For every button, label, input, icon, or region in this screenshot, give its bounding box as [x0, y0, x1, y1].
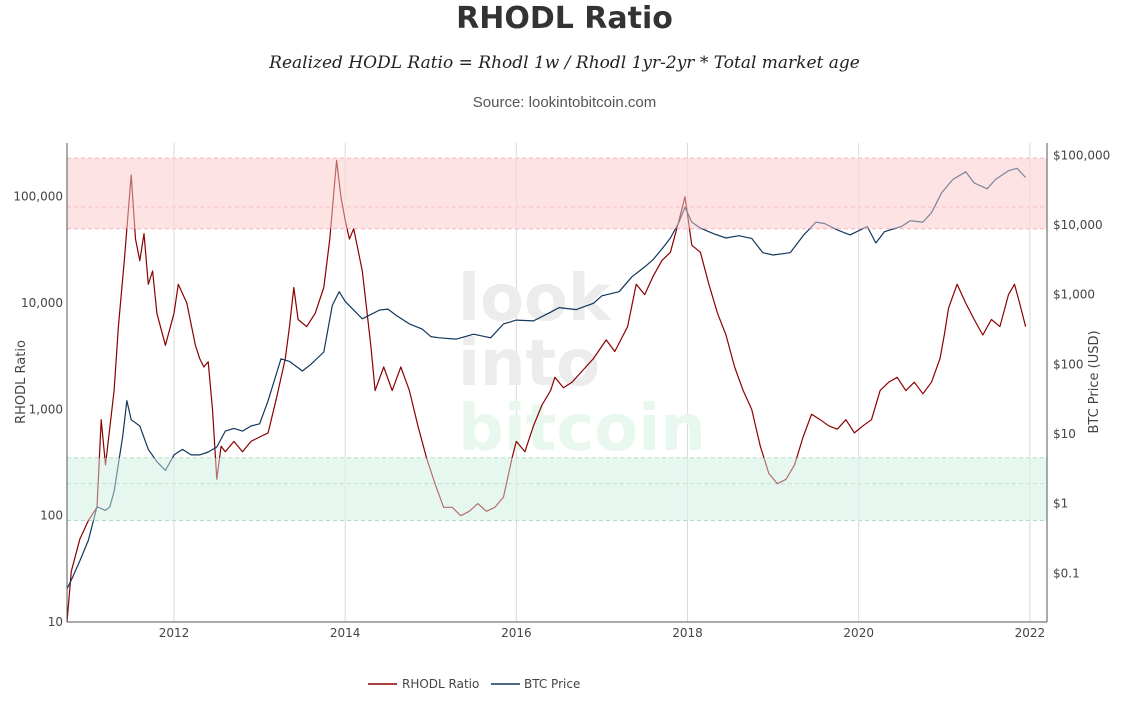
- chart-title: RHODL Ratio: [456, 1, 673, 36]
- x-tick-2016: 2016: [501, 626, 532, 640]
- band-overlay-overvalued: [67, 158, 1047, 229]
- y-left-axis-label: RHODL Ratio: [14, 340, 29, 424]
- band-undervalued: [67, 457, 1047, 521]
- series-line-btc-price: [66, 167, 1027, 590]
- legend-rhodl-label[interactable]: RHODL Ratio: [402, 677, 479, 691]
- y-left-tick-4: 100,000: [13, 190, 63, 204]
- chart-subtitle: Realized HODL Ratio = Rhodl 1w / Rhodl 1…: [269, 53, 860, 73]
- legend: RHODL Ratio BTC Price: [368, 677, 580, 691]
- y-left-tick-3: 10,000: [21, 296, 63, 310]
- y-left-tick-0: 10: [48, 615, 63, 629]
- series-line-rhodl: [66, 159, 1027, 623]
- y-left-tick-1: 100: [40, 509, 63, 523]
- y-right-tick-5: $10,000: [1053, 218, 1103, 232]
- y-right-tick-2: $10: [1053, 427, 1076, 441]
- x-tick-2020: 2020: [843, 626, 874, 640]
- y-right-tick-4: $1,000: [1053, 288, 1095, 302]
- y-right-tick-1: $1: [1053, 497, 1068, 511]
- legend-btc-label[interactable]: BTC Price: [524, 677, 580, 691]
- y-right-tick-3: $100: [1053, 357, 1084, 371]
- watermark-line1: look: [458, 262, 612, 336]
- x-tick-2014: 2014: [330, 626, 361, 640]
- watermark: look into bitcoin: [458, 262, 706, 466]
- y-right-axis-label: BTC Price (USD): [1087, 330, 1102, 433]
- chart-source: Source: lookintobitcoin.com: [472, 94, 657, 111]
- band-overvalued: [67, 158, 1047, 229]
- band-overlay-undervalued: [67, 457, 1047, 521]
- y-right-tick-0: $0.1: [1053, 566, 1080, 580]
- x-tick-2018: 2018: [672, 626, 703, 640]
- y-left-tick-2: 1,000: [29, 402, 63, 416]
- x-tick-2012: 2012: [159, 626, 190, 640]
- watermark-line2: into: [458, 327, 600, 401]
- watermark-line3: bitcoin: [458, 392, 706, 466]
- x-tick-2022: 2022: [1015, 626, 1046, 640]
- y-right-tick-6: $100,000: [1053, 148, 1110, 162]
